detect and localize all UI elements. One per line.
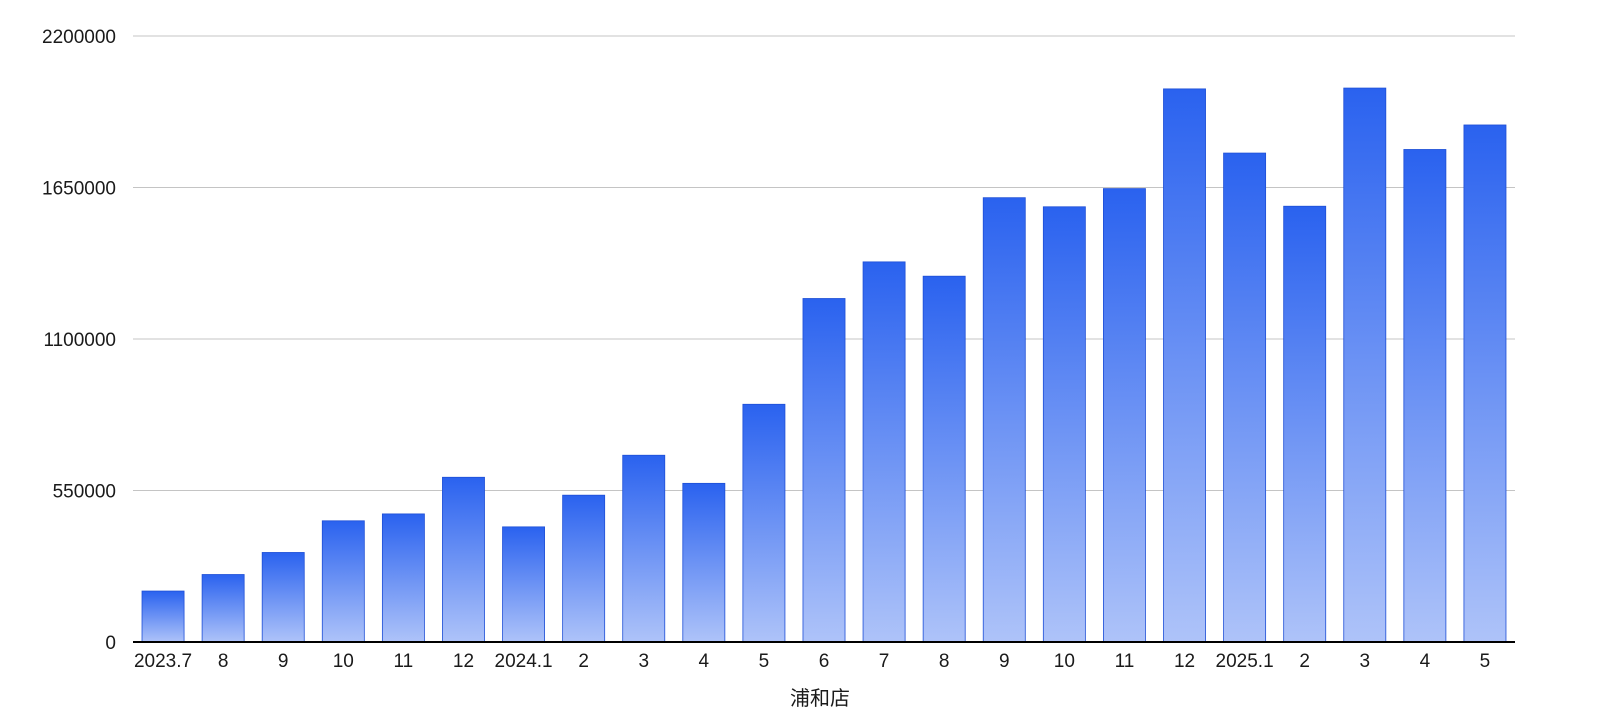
bar-19 bbox=[1223, 152, 1267, 643]
x-tick-label: 8 bbox=[939, 651, 950, 672]
bar-layer bbox=[141, 87, 1507, 643]
x-tick-label: 5 bbox=[759, 651, 770, 672]
x-tick-label: 9 bbox=[278, 651, 289, 672]
bar-13 bbox=[862, 261, 906, 643]
bar-14 bbox=[922, 275, 966, 643]
x-tick-label: 12 bbox=[1174, 651, 1195, 672]
x-tick-label: 6 bbox=[819, 651, 830, 672]
x-axis-title: 浦和店 bbox=[790, 686, 850, 710]
bar-10 bbox=[682, 482, 726, 643]
bar-12 bbox=[802, 298, 846, 643]
y-tick-label: 0 bbox=[105, 633, 116, 654]
x-tick-label: 4 bbox=[1420, 651, 1431, 672]
bar-6 bbox=[442, 476, 485, 643]
bar-8 bbox=[562, 494, 606, 643]
x-tick-label: 10 bbox=[1054, 651, 1075, 672]
x-tick-label: 2 bbox=[578, 651, 589, 672]
bar-7 bbox=[502, 526, 545, 643]
bar-2 bbox=[201, 574, 245, 643]
x-tick-label: 9 bbox=[999, 651, 1010, 672]
bar-11 bbox=[742, 403, 786, 643]
y-tick-label: 1650000 bbox=[42, 179, 116, 200]
x-tick-label: 2 bbox=[1299, 651, 1310, 672]
x-tick-label: 11 bbox=[1115, 651, 1135, 672]
x-tick-label: 5 bbox=[1480, 651, 1491, 672]
bar-18 bbox=[1163, 88, 1206, 643]
x-tick-label: 3 bbox=[638, 651, 649, 672]
x-tick-label: 3 bbox=[1359, 651, 1370, 672]
x-tick-label: 7 bbox=[879, 651, 890, 672]
x-tick-label: 11 bbox=[394, 651, 414, 672]
x-tick-label: 2023.7 bbox=[134, 651, 192, 672]
bar-20 bbox=[1283, 205, 1327, 643]
y-tick-label: 550000 bbox=[53, 482, 116, 503]
bar-22 bbox=[1403, 149, 1447, 643]
bar-21 bbox=[1343, 87, 1387, 643]
y-tick-label: 1100000 bbox=[43, 330, 116, 351]
bar-3 bbox=[261, 552, 305, 643]
bar-15 bbox=[982, 197, 1026, 643]
x-tick-label: 4 bbox=[699, 651, 710, 672]
bar-16 bbox=[1042, 206, 1086, 643]
bar-4 bbox=[321, 520, 365, 643]
bar-17 bbox=[1103, 188, 1146, 643]
bar-1 bbox=[141, 590, 185, 643]
label-layer: 0 550000 1100000 1650000 2200000 2023.7 8 9 10 11… bbox=[42, 27, 1490, 672]
x-tick-label: 2024.1 bbox=[495, 651, 553, 672]
x-tick-label: 12 bbox=[453, 651, 474, 672]
x-tick-label: 8 bbox=[218, 651, 229, 672]
x-tick-label: 2025.1 bbox=[1216, 651, 1274, 672]
bar-5 bbox=[381, 513, 425, 643]
x-tick-label: 10 bbox=[333, 651, 354, 672]
bar-9 bbox=[622, 454, 666, 643]
y-tick-label: 2200000 bbox=[42, 27, 116, 48]
bar-23 bbox=[1463, 124, 1507, 643]
